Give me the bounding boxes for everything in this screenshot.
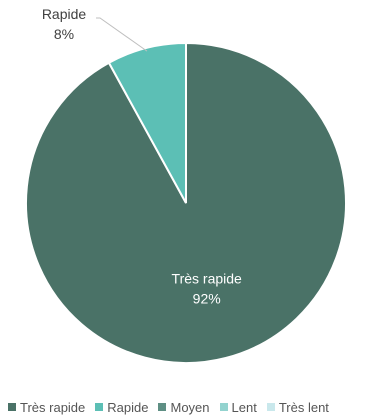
leader-line-rapide: [96, 17, 148, 52]
legend-swatch: [158, 403, 167, 411]
legend-item-rapide: Rapide: [95, 400, 148, 415]
legend-item-moyen: Moyen: [158, 399, 210, 415]
legend-label: Très rapide: [20, 399, 86, 415]
data-label-category-rapide: Rapide: [42, 6, 87, 22]
legend-swatch: [8, 403, 16, 411]
legend-swatch: [219, 403, 228, 411]
chart-legend: Très rapide Rapide Moyen Lent Très lent: [8, 398, 371, 416]
legend-label: Moyen: [170, 399, 210, 415]
legend-swatch: [266, 403, 275, 411]
legend-swatch: [95, 403, 104, 411]
legend-item-tres-lent: Très lent: [266, 399, 329, 415]
data-label-value-rapide: 8%: [54, 26, 74, 42]
legend-label: Très lent: [278, 399, 329, 415]
pie-slice-rapide: [107, 41, 187, 204]
legend-item-lent: Lent: [219, 399, 257, 415]
data-label-value-tres-rapide: 92%: [193, 291, 221, 307]
legend-label: Lent: [231, 399, 257, 415]
legend-item-tres-rapide: Très rapide: [8, 400, 85, 415]
legend-label: Rapide: [107, 399, 149, 415]
data-label-category-tres-rapide: Très rapide: [172, 271, 243, 287]
